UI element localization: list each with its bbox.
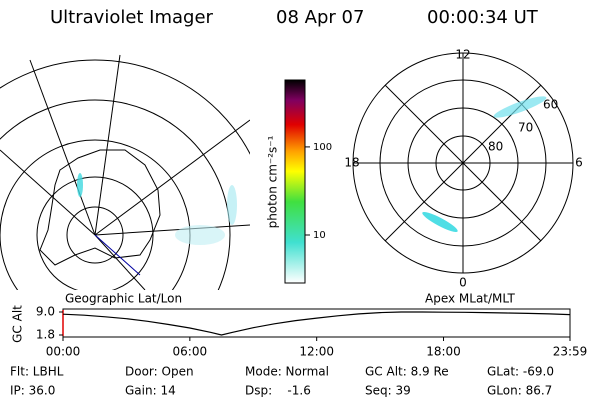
status-field: GC Alt: 8.9 Re (365, 365, 449, 379)
panel-title: Apex MLat/MLT (425, 292, 515, 306)
lat-label: 70 (518, 121, 533, 135)
y-axis-label: GC Alt (11, 305, 25, 343)
lat-label: 60 (543, 98, 558, 112)
status-field: GLat: -69.0 (487, 365, 554, 379)
hour-label: 0 (459, 276, 467, 290)
x-tick-label: 18:00 (426, 345, 461, 359)
date: 08 Apr 07 (276, 7, 364, 28)
status-field: Dsp: -1.6 (245, 384, 311, 398)
status-field: IP: 36.0 (10, 384, 55, 398)
status-field: Gain: 14 (125, 384, 176, 398)
title: Ultraviolet Imager (50, 7, 214, 28)
status-field: Door: Open (125, 365, 194, 379)
panel-title: Geographic Lat/Lon (65, 292, 182, 306)
colorbar (284, 79, 306, 284)
polar-grid (352, 52, 574, 274)
x-tick-label: 00:00 (46, 345, 81, 359)
hour-label: 18 (344, 156, 359, 170)
status-field: Flt: LBHL (10, 365, 64, 379)
y-tick-label: 9.0 (36, 305, 55, 319)
x-tick-label: 12:00 (299, 345, 334, 359)
status-field: GLon: 86.7 (487, 384, 552, 398)
time: 00:00:34 UT (427, 7, 539, 28)
tick-label: 100 (313, 142, 332, 153)
y-tick-label: 1.8 (36, 328, 55, 342)
x-tick-label: 23:59 (553, 345, 588, 359)
x-tick-label: 06:00 (173, 345, 208, 359)
status-field: Mode: Normal (245, 365, 329, 379)
map (0, 54, 250, 290)
altitude-line (62, 311, 571, 336)
hour-label: 12 (455, 48, 470, 62)
tick-label: 10 (313, 230, 326, 241)
hour-label: 6 (575, 156, 583, 170)
colorbar-label: photon cm⁻²s⁻¹ (266, 135, 280, 228)
lat-label: 80 (488, 140, 503, 154)
status-field: Seq: 39 (365, 384, 411, 398)
